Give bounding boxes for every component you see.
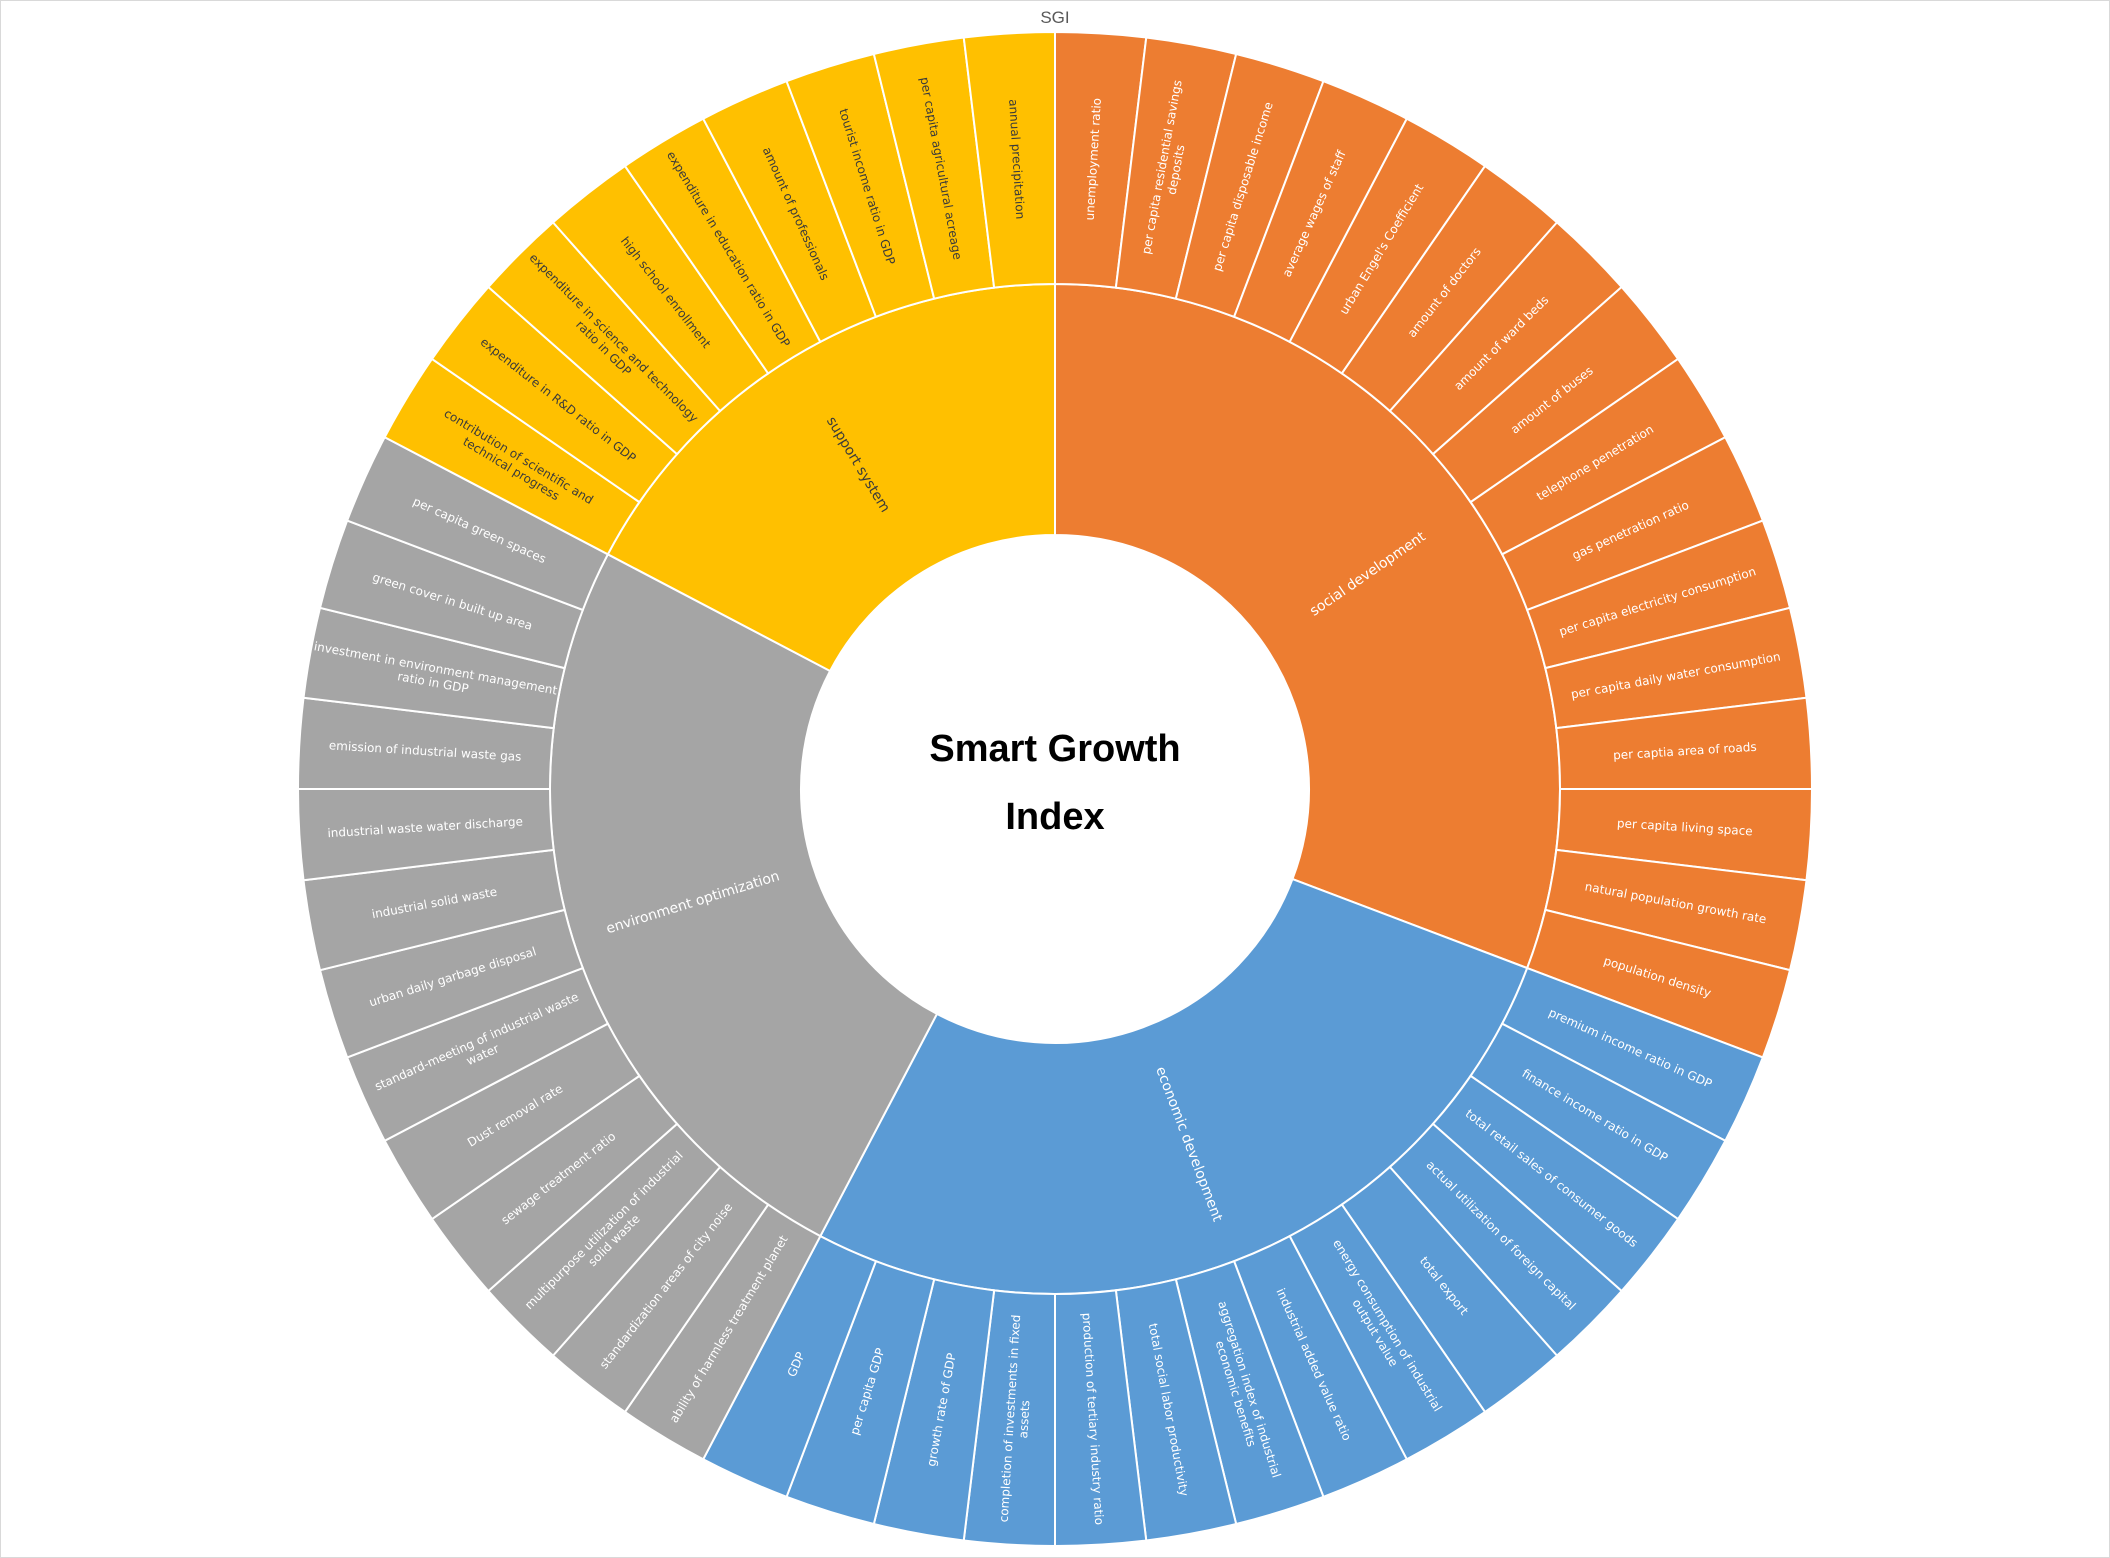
center-label-line-1: Smart Growth bbox=[929, 728, 1181, 770]
center-label: Smart Growth Index bbox=[805, 715, 1305, 851]
center-label-line-2: Index bbox=[1005, 796, 1105, 838]
chart-title: SGI bbox=[1040, 8, 1070, 27]
leaf-segment-annual-precipitation[interactable] bbox=[962, 30, 1056, 289]
